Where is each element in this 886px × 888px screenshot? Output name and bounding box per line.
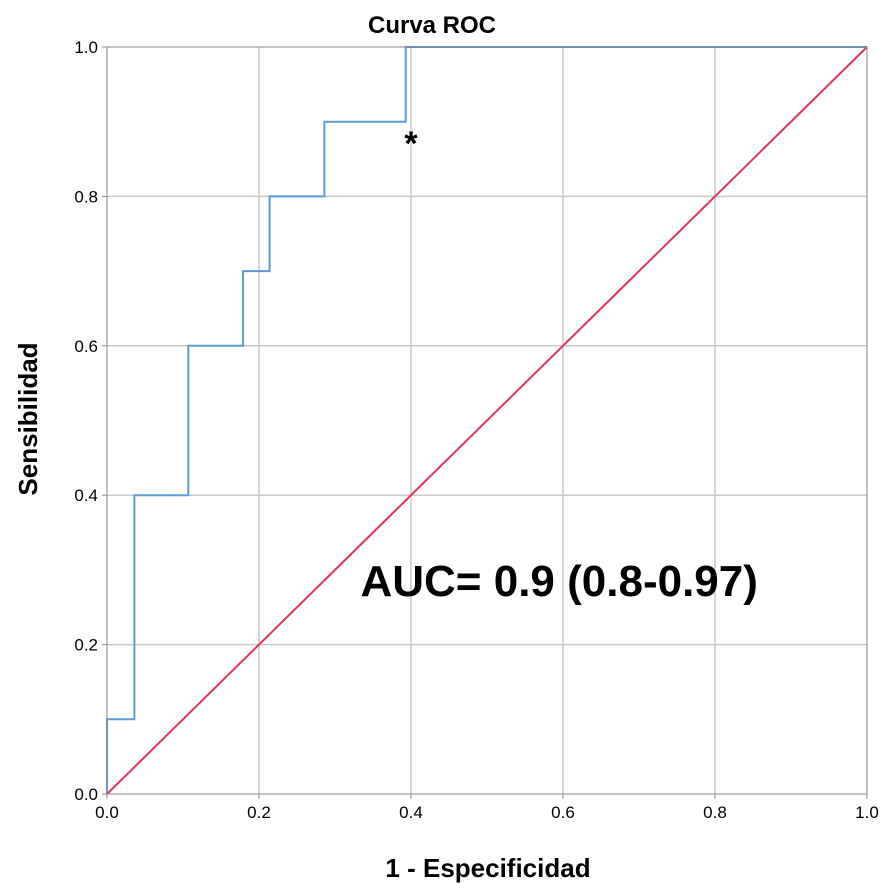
annotations: AUC= 0.9 (0.8-0.97) * [360,125,757,606]
x-tick-labels: 0.0 0.2 0.4 0.6 0.8 1.0 [95,803,879,822]
y-tick-label: 0.0 [74,785,98,804]
x-tick-label: 1.0 [855,803,879,822]
x-tick-label: 0.4 [399,803,423,822]
roc-curve-line [106,46,867,794]
auc-annotation: AUC= 0.9 (0.8-0.97) [360,557,757,606]
x-tick-label: 0.8 [703,803,727,822]
plot-frame [106,46,868,795]
series-group [106,46,868,795]
y-tick-labels: 0.0 0.2 0.4 0.6 0.8 1.0 [74,38,98,804]
y-tick-label: 0.4 [74,486,98,505]
x-tick-label: 0.0 [95,803,119,822]
reference-diagonal-line [106,46,868,795]
x-axis-label: 1 - Especificidad [385,853,590,883]
x-tick-label: 0.2 [247,803,271,822]
y-tick-label: 0.8 [74,187,98,206]
chart-title: Curva ROC [368,12,496,39]
x-tick-label: 0.6 [551,803,575,822]
cutoff-marker: * [404,125,418,163]
y-axis-label: Sensibilidad [13,342,43,495]
y-tick-label: 0.2 [74,636,98,655]
y-tick-label: 1.0 [74,38,98,57]
y-tick-label: 0.6 [74,337,98,356]
